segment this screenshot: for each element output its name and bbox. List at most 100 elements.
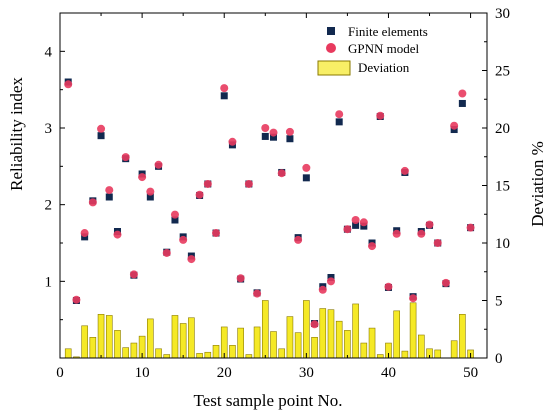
gpnn-point: [121, 153, 130, 162]
deviation-bar: [311, 336, 318, 359]
gpnn-point: [392, 229, 401, 238]
deviation-bar: [319, 308, 327, 359]
gpnn-point: [179, 235, 188, 244]
gpnn-point: [318, 285, 327, 294]
gpnn-point: [154, 160, 163, 169]
deviation-bar: [368, 327, 376, 359]
deviation-bar: [376, 354, 384, 359]
finite-element-point: [286, 135, 294, 143]
legend-finite-label: Finite elements: [348, 24, 428, 39]
x-tick-label: 30: [299, 365, 314, 381]
plot-background: [60, 13, 487, 358]
gpnn-point: [228, 137, 237, 146]
deviation-bar: [155, 348, 162, 359]
deviation-bar: [245, 354, 253, 359]
deviation-bar: [261, 300, 269, 359]
deviation-bar: [122, 347, 129, 359]
deviation-bar: [270, 331, 277, 359]
gpnn-markers: [64, 80, 475, 329]
deviation-bars: [64, 300, 474, 359]
gpnn-point: [433, 239, 442, 247]
gpnn-point: [417, 229, 426, 238]
deviation-bar: [360, 342, 368, 359]
gpnn-point: [212, 229, 221, 238]
gpnn-point: [277, 169, 286, 178]
x-tick-label: 50: [463, 365, 478, 381]
x-tick-label: 20: [217, 365, 232, 381]
gpnn-point: [294, 235, 303, 244]
gpnn-point: [162, 248, 171, 257]
finite-element-point: [270, 133, 277, 141]
gpnn-point: [187, 255, 196, 264]
finite-element-point: [352, 221, 360, 229]
x-tick-label: 40: [381, 365, 396, 381]
deviation-bar: [278, 348, 286, 359]
deviation-bar: [147, 318, 154, 359]
y-right-tick-label: 10: [495, 236, 510, 252]
y-right-tick-label: 20: [495, 121, 510, 137]
y-axis-left-title: Reliability index: [7, 77, 26, 191]
finite-element-point: [261, 132, 269, 140]
y-left-tick-label: 4: [45, 44, 53, 60]
deviation-bar: [294, 332, 302, 359]
deviation-bar: [401, 350, 409, 359]
deviation-bar: [179, 323, 187, 359]
deviation-bar: [459, 313, 466, 359]
legend-finite-swatch: [327, 27, 335, 35]
deviation-bar: [237, 327, 244, 359]
finite-element-point: [302, 174, 310, 182]
deviation-bar: [97, 313, 105, 359]
gpnn-point: [253, 289, 262, 298]
gpnn-point: [310, 320, 319, 329]
deviation-bar: [335, 320, 343, 359]
legend: Finite elements GPNN model Deviation: [317, 24, 428, 76]
deviation-bar: [352, 303, 359, 359]
deviation-bar: [188, 317, 195, 359]
x-tick-label: 10: [135, 365, 150, 381]
gpnn-point: [203, 179, 212, 188]
x-tick-label: 0: [56, 365, 64, 381]
deviation-bar: [163, 354, 171, 359]
gpnn-point: [351, 216, 360, 224]
gpnn-point: [343, 225, 352, 234]
legend-deviation-label: Deviation: [358, 60, 410, 75]
finite-element-point: [97, 132, 105, 140]
gpnn-point: [72, 295, 81, 304]
deviation-bar: [344, 330, 351, 359]
finite-element-point: [171, 216, 179, 224]
y-left-tick-label: 1: [45, 274, 53, 290]
gpnn-point: [170, 210, 179, 219]
y-right-tick-label: 15: [495, 179, 510, 195]
gpnn-point: [335, 110, 344, 119]
deviation-bar: [89, 336, 97, 359]
legend-gpnn-swatch: [326, 43, 336, 53]
y-right-tick-label: 0: [495, 351, 503, 367]
gpnn-point: [400, 166, 409, 175]
deviation-bar: [434, 349, 442, 359]
gpnn-point: [326, 277, 335, 286]
y-left-tick-label: 2: [45, 198, 53, 214]
gpnn-point: [97, 124, 106, 133]
gpnn-point: [458, 89, 467, 98]
legend-gpnn-label: GPNN model: [348, 41, 420, 56]
gpnn-point: [359, 218, 368, 227]
y-right-tick-label: 5: [495, 294, 503, 310]
deviation-bar: [286, 316, 294, 359]
deviation-bar: [196, 353, 203, 359]
deviation-bar: [393, 310, 400, 359]
gpnn-point: [376, 111, 385, 120]
gpnn-point: [425, 220, 434, 229]
deviation-bar: [130, 342, 138, 359]
y-axis-right-title: Deviation %: [528, 141, 547, 226]
finite-element-point: [146, 193, 154, 201]
gpnn-point: [138, 173, 147, 182]
gpnn-point: [302, 163, 311, 172]
gpnn-point: [409, 294, 418, 303]
deviation-bar: [81, 325, 88, 359]
deviation-bar: [253, 326, 261, 359]
gpnn-point: [64, 80, 73, 89]
y-right-tick-label: 30: [495, 6, 510, 22]
gpnn-point: [261, 124, 270, 132]
